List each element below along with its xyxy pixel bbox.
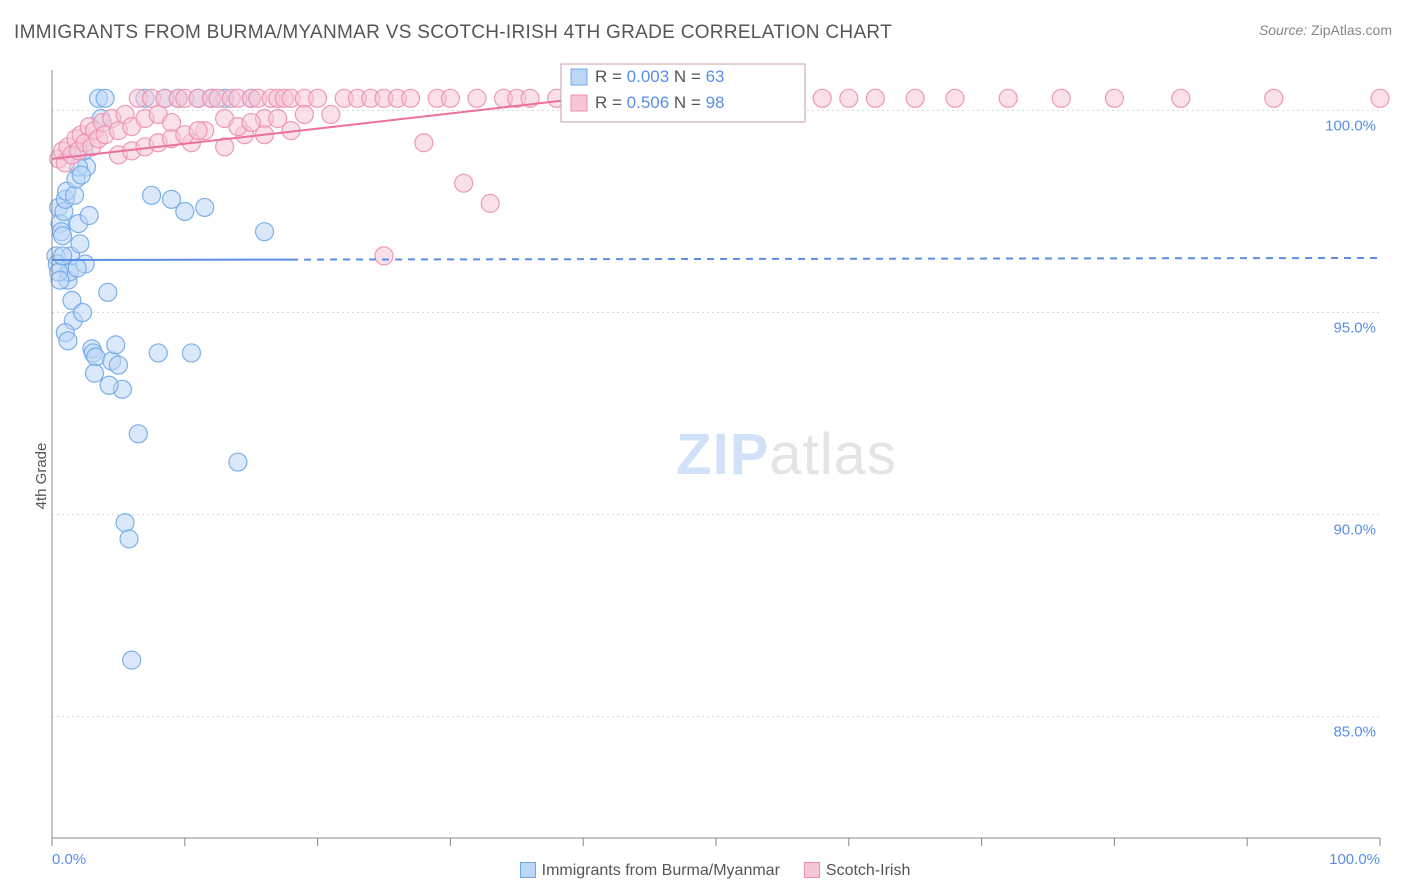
- watermark: ZIPatlas: [676, 422, 897, 487]
- source-value: ZipAtlas.com: [1311, 22, 1392, 38]
- legend-swatch: [804, 862, 820, 878]
- scatter-plot: ZIPatlas0.0%100.0%85.0%90.0%95.0%100.0%R…: [0, 60, 1406, 892]
- legend-swatch: [520, 862, 536, 878]
- svg-text:100.0%: 100.0%: [1325, 117, 1376, 134]
- svg-text:R = 0.003 N = 63: R = 0.003 N = 63: [595, 67, 725, 86]
- svg-text:90.0%: 90.0%: [1333, 522, 1376, 539]
- legend-label: Scotch-Irish: [826, 862, 910, 879]
- legend-label: Immigrants from Burma/Myanmar: [542, 862, 780, 879]
- svg-text:85.0%: 85.0%: [1333, 724, 1376, 741]
- bottom-legend: Immigrants from Burma/Myanmar Scotch-Iris…: [0, 862, 1406, 880]
- series: [47, 89, 273, 669]
- svg-text:95.0%: 95.0%: [1333, 320, 1376, 337]
- svg-text:ZIPatlas: ZIPatlas: [676, 422, 897, 487]
- source-label: Source:: [1259, 22, 1307, 38]
- svg-text:R = 0.506 N = 98: R = 0.506 N = 98: [595, 93, 725, 112]
- chart-area: 4th Grade ZIPatlas0.0%100.0%85.0%90.0%95…: [0, 60, 1406, 892]
- source-attribution: Source: ZipAtlas.com: [1259, 22, 1392, 38]
- chart-title: IMMIGRANTS FROM BURMA/MYANMAR VS SCOTCH-…: [14, 22, 892, 44]
